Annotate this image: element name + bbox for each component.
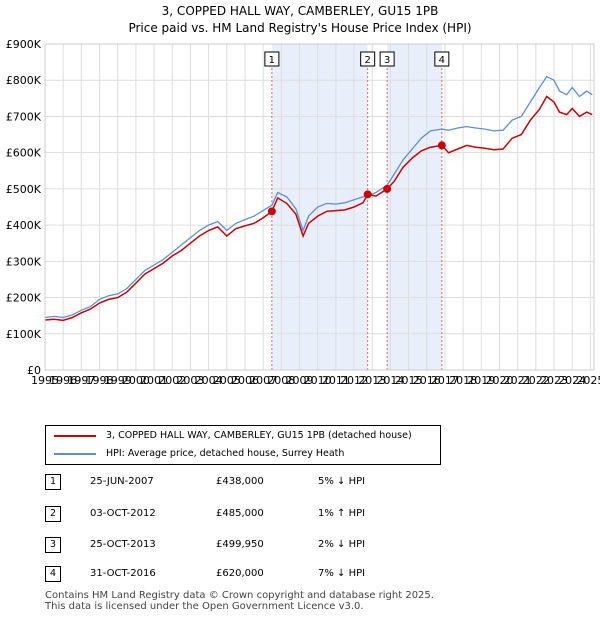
x-tick-label: 2009 [286, 374, 314, 387]
table-row: 1 25-JUN-2007 £438,000 5% ↓ HPI [45, 474, 445, 490]
x-tick-label: 2003 [176, 374, 204, 387]
hpi-series-line [44, 75, 593, 319]
x-tick-label: 2012 [340, 374, 368, 387]
x-tick-label: 2014 [376, 374, 404, 387]
transaction-marker-label: 4 [439, 55, 445, 66]
transaction-marker-label: 3 [384, 55, 390, 66]
legend-item-hpi: HPI: Average price, detached house, Surr… [54, 448, 344, 459]
x-tick-label: 2015 [395, 374, 423, 387]
x-tick-label: 2017 [431, 374, 459, 387]
transaction-point [383, 184, 392, 193]
y-tick-label: £500K [6, 183, 42, 196]
plot-border [44, 43, 595, 371]
transaction-marker-box [379, 51, 395, 67]
x-tick-label: 2000 [122, 374, 150, 387]
transaction-number: 3 [45, 537, 61, 553]
table-row: 2 03-OCT-2012 £485,000 1% ↑ HPI [45, 506, 445, 522]
x-tick-label: 2016 [413, 374, 441, 387]
x-tick-label: 1999 [104, 374, 132, 387]
legend-swatch-property [54, 434, 96, 437]
x-tick-label: 2024 [558, 374, 586, 387]
x-tick-label: 2006 [231, 374, 259, 387]
y-tick-label: £300K [6, 255, 42, 268]
y-tick-label: £700K [6, 110, 42, 123]
x-tick-label: 2019 [467, 374, 495, 387]
chart-subtitle: Price paid vs. HM Land Registry's House … [128, 21, 472, 35]
x-tick-label: 2001 [140, 374, 168, 387]
x-tick-label: 2010 [304, 374, 332, 387]
y-tick-label: £200K [6, 292, 42, 305]
x-tick-label: 2005 [213, 374, 241, 387]
x-tick-label: 2002 [158, 374, 186, 387]
transaction-marker-box [434, 51, 450, 67]
chart-legend: 3, COPPED HALL WAY, CAMBERLEY, GU15 1PB … [45, 425, 441, 465]
transaction-date: 25-OCT-2013 [90, 539, 156, 550]
x-tick-label: 2008 [267, 374, 295, 387]
footer-attribution: Contains HM Land Registry data © Crown c… [45, 590, 434, 612]
transaction-hpi: 1% ↑ HPI [318, 508, 366, 519]
x-tick-label: 2022 [522, 374, 550, 387]
legend-swatch-hpi [54, 452, 96, 455]
y-tick-label: £600K [6, 147, 42, 160]
shaded-period [387, 44, 442, 370]
transaction-point [363, 190, 372, 199]
chart-title: 3, COPPED HALL WAY, CAMBERLEY, GU15 1PB [161, 4, 439, 18]
footer-line-2: This data is licensed under the Open Gov… [45, 601, 364, 612]
x-tick-label: 2007 [249, 374, 277, 387]
x-tick-label: 2013 [358, 374, 386, 387]
transaction-marker-label: 2 [364, 55, 370, 66]
y-tick-label: £0 [27, 364, 41, 377]
transaction-date: 31-OCT-2016 [90, 568, 156, 579]
transaction-date: 25-JUN-2007 [90, 476, 154, 487]
property-series-line [44, 95, 593, 322]
transaction-price: £499,950 [216, 539, 264, 550]
x-tick-label: 1996 [49, 374, 77, 387]
x-tick-label: 1998 [86, 374, 114, 387]
x-tick-label: 2020 [485, 374, 513, 387]
x-tick-label: 2018 [449, 374, 477, 387]
y-tick-label: £900K [6, 38, 42, 51]
x-tick-label: 1995 [31, 374, 59, 387]
legend-item-property: 3, COPPED HALL WAY, CAMBERLEY, GU15 1PB … [54, 430, 412, 441]
x-tick-label: 2023 [540, 374, 568, 387]
transaction-hpi: 2% ↓ HPI [318, 539, 366, 550]
x-tick-label: 2004 [195, 374, 223, 387]
transaction-hpi: 7% ↓ HPI [318, 568, 366, 579]
transaction-price: £438,000 [216, 476, 264, 487]
transaction-marker-label: 1 [269, 55, 275, 66]
x-tick-label: 2011 [322, 374, 350, 387]
transaction-point [437, 141, 446, 150]
transaction-marker-box [264, 51, 280, 67]
footer-line-1: Contains HM Land Registry data © Crown c… [45, 590, 434, 601]
price-chart: 1 2 3 4 £0 £100K £200K £300K £400K £500K £600K £70… [6, 38, 600, 387]
x-tick-label: 2025 [576, 374, 600, 387]
transaction-number: 2 [45, 506, 61, 522]
table-row: 3 25-OCT-2013 £499,950 2% ↓ HPI [45, 537, 445, 553]
y-tick-label: £100K [6, 328, 42, 341]
transaction-point [267, 207, 276, 216]
legend-label-hpi: HPI: Average price, detached house, Surr… [106, 448, 345, 459]
x-tick-label: 2021 [504, 374, 532, 387]
transaction-number: 1 [45, 474, 61, 490]
y-tick-label: £400K [6, 219, 42, 232]
x-tick-label: 1997 [67, 374, 95, 387]
transaction-price: £620,000 [216, 568, 264, 579]
transaction-hpi: 5% ↓ HPI [318, 476, 366, 487]
transaction-price: £485,000 [216, 508, 264, 519]
transaction-date: 03-OCT-2012 [90, 508, 156, 519]
legend-label-property: 3, COPPED HALL WAY, CAMBERLEY, GU15 1PB … [106, 430, 412, 441]
transaction-marker-box [360, 51, 376, 67]
y-tick-label: £800K [6, 74, 42, 87]
transaction-number: 4 [45, 566, 61, 582]
table-row: 4 31-OCT-2016 £620,000 7% ↓ HPI [45, 566, 445, 582]
